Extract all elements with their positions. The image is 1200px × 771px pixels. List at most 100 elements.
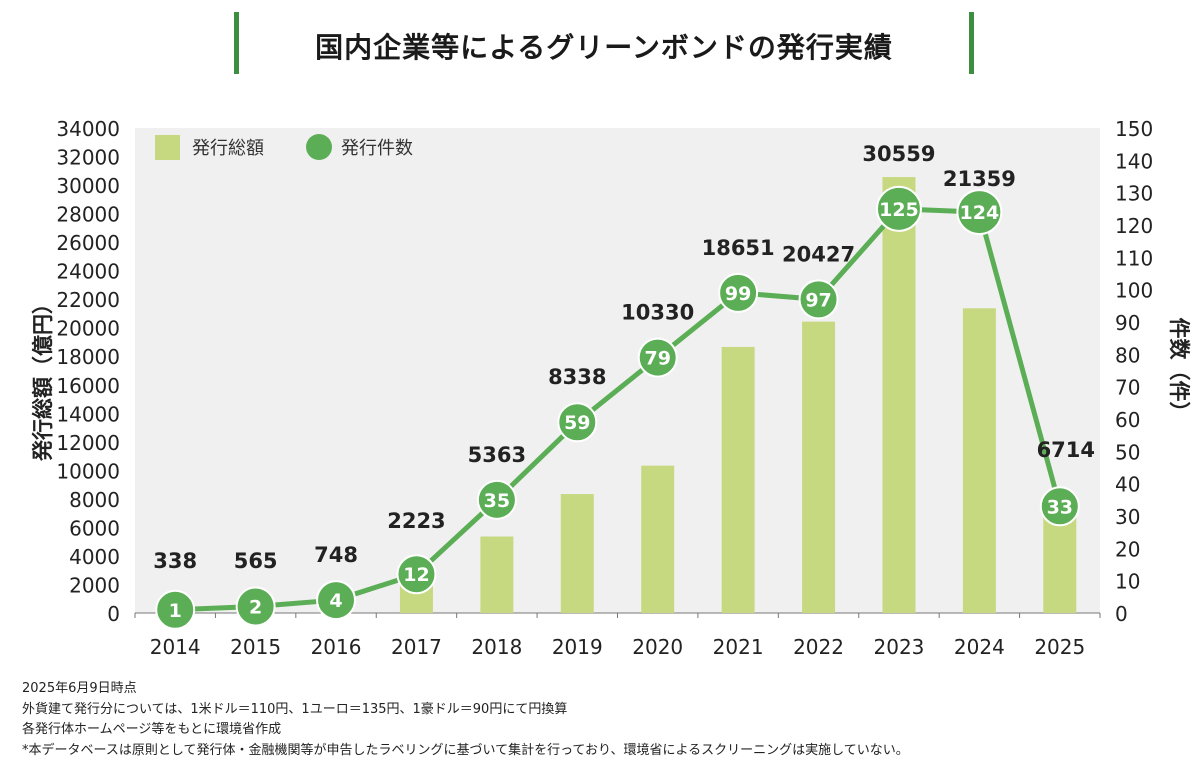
x-tick-label: 2023 <box>874 635 925 659</box>
x-tick-label: 2017 <box>391 635 442 659</box>
title-banner: 国内企業等によるグリーンボンドの発行実績 <box>234 12 974 74</box>
line-point <box>557 402 598 443</box>
line-point-label: 79 <box>644 348 670 370</box>
bar-value-label: 2223 <box>387 509 445 533</box>
y-left-tick-label: 34000 <box>56 117 120 141</box>
note-disclaimer: *本データベースは原則として発行体・金融機関等が申告したラベリングに基づいて集計… <box>22 742 909 758</box>
footnotes: 2025年6月9日時点 外貨建て発行分については、1米ドル＝110円、1ユーロ＝… <box>22 679 909 761</box>
y-left-tick-label: 32000 <box>56 146 120 170</box>
x-tick-label: 2025 <box>1034 635 1085 659</box>
legend-bar-swatch <box>155 135 180 160</box>
line-point-label: 1 <box>169 600 182 622</box>
y-right-tick-label: 20 <box>1115 537 1140 561</box>
y-left-tick-label: 28000 <box>56 203 120 227</box>
x-tick-label: 2014 <box>150 635 201 659</box>
y-left-tick-label: 6000 <box>69 516 120 540</box>
bar-value-label: 10330 <box>621 301 694 325</box>
line-point <box>798 279 839 320</box>
bar <box>1043 517 1077 613</box>
bar <box>721 346 755 613</box>
line-point <box>396 554 437 595</box>
bar-value-label: 8338 <box>548 365 606 389</box>
bar <box>641 465 675 613</box>
x-tick-label: 2021 <box>713 635 764 659</box>
line-point <box>1039 486 1080 527</box>
legend-bar-label: 発行総額 <box>192 138 264 159</box>
line-point <box>875 185 922 232</box>
line-point <box>718 272 759 313</box>
x-tick-label: 2016 <box>311 635 362 659</box>
line-point-label: 125 <box>879 199 919 221</box>
x-tick-label: 2024 <box>954 635 1005 659</box>
y-left-tick-label: 30000 <box>56 174 120 198</box>
y-right-tick-label: 120 <box>1115 214 1153 238</box>
line-point-label: 12 <box>403 564 429 586</box>
bar-value-label: 338 <box>153 549 197 573</box>
chart: 3400032000300002800026000240002200020000… <box>31 117 1191 659</box>
y-left-tick-label: 2000 <box>69 573 120 597</box>
plot-area <box>135 128 1100 613</box>
y-left-tick-label: 22000 <box>56 288 120 312</box>
note-date: 2025年6月9日時点 <box>22 681 137 696</box>
y-right-tick-label: 40 <box>1115 473 1140 497</box>
y-right-tick-label: 150 <box>1115 117 1153 141</box>
y-left-tick-label: 8000 <box>69 488 120 512</box>
y-left-axis-label: 発行総額（億円） <box>31 293 55 462</box>
y-left-tick-label: 20000 <box>56 317 120 341</box>
y-left-tick-label: 0 <box>107 602 120 626</box>
bar-value-label: 565 <box>234 549 278 573</box>
title-bar-right <box>969 12 974 74</box>
x-tick-label: 2019 <box>552 635 603 659</box>
bar <box>802 321 836 613</box>
line-point-label: 4 <box>329 590 342 612</box>
y-right-tick-label: 130 <box>1115 182 1153 206</box>
y-right-tick-label: 90 <box>1115 311 1140 335</box>
line-point <box>316 580 357 621</box>
bar-value-label: 6714 <box>1037 438 1095 462</box>
y-right-tick-label: 100 <box>1115 279 1153 303</box>
y-left-tick-label: 16000 <box>56 374 120 398</box>
bar-value-label: 18651 <box>702 236 775 260</box>
title-bar-left <box>234 12 239 74</box>
bar-value-label: 20427 <box>782 242 855 266</box>
line-point <box>476 479 517 520</box>
legend-line-label: 発行件数 <box>341 138 413 159</box>
y-right-tick-label: 50 <box>1115 440 1140 464</box>
y-right-tick-label: 0 <box>1115 602 1128 626</box>
line-point <box>637 337 678 378</box>
bar-value-label: 5363 <box>468 443 526 467</box>
legend-line-swatch <box>306 134 332 160</box>
y-right-tick-label: 30 <box>1115 505 1140 529</box>
bar <box>480 536 514 613</box>
x-tick-label: 2022 <box>793 635 844 659</box>
y-left-tick-label: 26000 <box>56 231 120 255</box>
line-point-label: 33 <box>1047 496 1073 518</box>
line-point-label: 35 <box>484 490 510 512</box>
note-source: 各発行体ホームページ等をもとに環境省作成 <box>22 722 282 737</box>
y-left-tick-label: 12000 <box>56 431 120 455</box>
bar-value-label: 748 <box>314 543 358 567</box>
line-point <box>235 586 276 627</box>
bar <box>882 177 916 614</box>
line-point <box>155 589 196 630</box>
y-right-tick-label: 110 <box>1115 246 1153 270</box>
y-left-tick-label: 18000 <box>56 345 120 369</box>
bar-value-label: 30559 <box>862 142 935 166</box>
y-right-axis-label: 件数（件） <box>1167 318 1191 423</box>
bar <box>962 308 996 613</box>
line-point-label: 124 <box>960 202 1000 224</box>
x-tick-label: 2018 <box>471 635 522 659</box>
y-left-tick-label: 10000 <box>56 459 120 483</box>
y-left-tick-label: 14000 <box>56 402 120 426</box>
chart-title: 国内企業等によるグリーンボンドの発行実績 <box>315 31 893 64</box>
line-point-label: 97 <box>805 289 831 311</box>
note-currency: 外貨建て発行分については、1米ドル＝110円、1ユーロ＝135円、1豪ドル＝90… <box>22 701 568 717</box>
y-right-tick-label: 80 <box>1115 343 1140 367</box>
y-left-tick-label: 4000 <box>69 545 120 569</box>
y-right-tick-label: 60 <box>1115 408 1140 432</box>
y-left-tick-label: 24000 <box>56 260 120 284</box>
x-tick-label: 2020 <box>632 635 683 659</box>
bar-value-label: 21359 <box>943 167 1016 191</box>
line-point <box>956 189 1003 236</box>
line-point-label: 99 <box>725 283 751 305</box>
